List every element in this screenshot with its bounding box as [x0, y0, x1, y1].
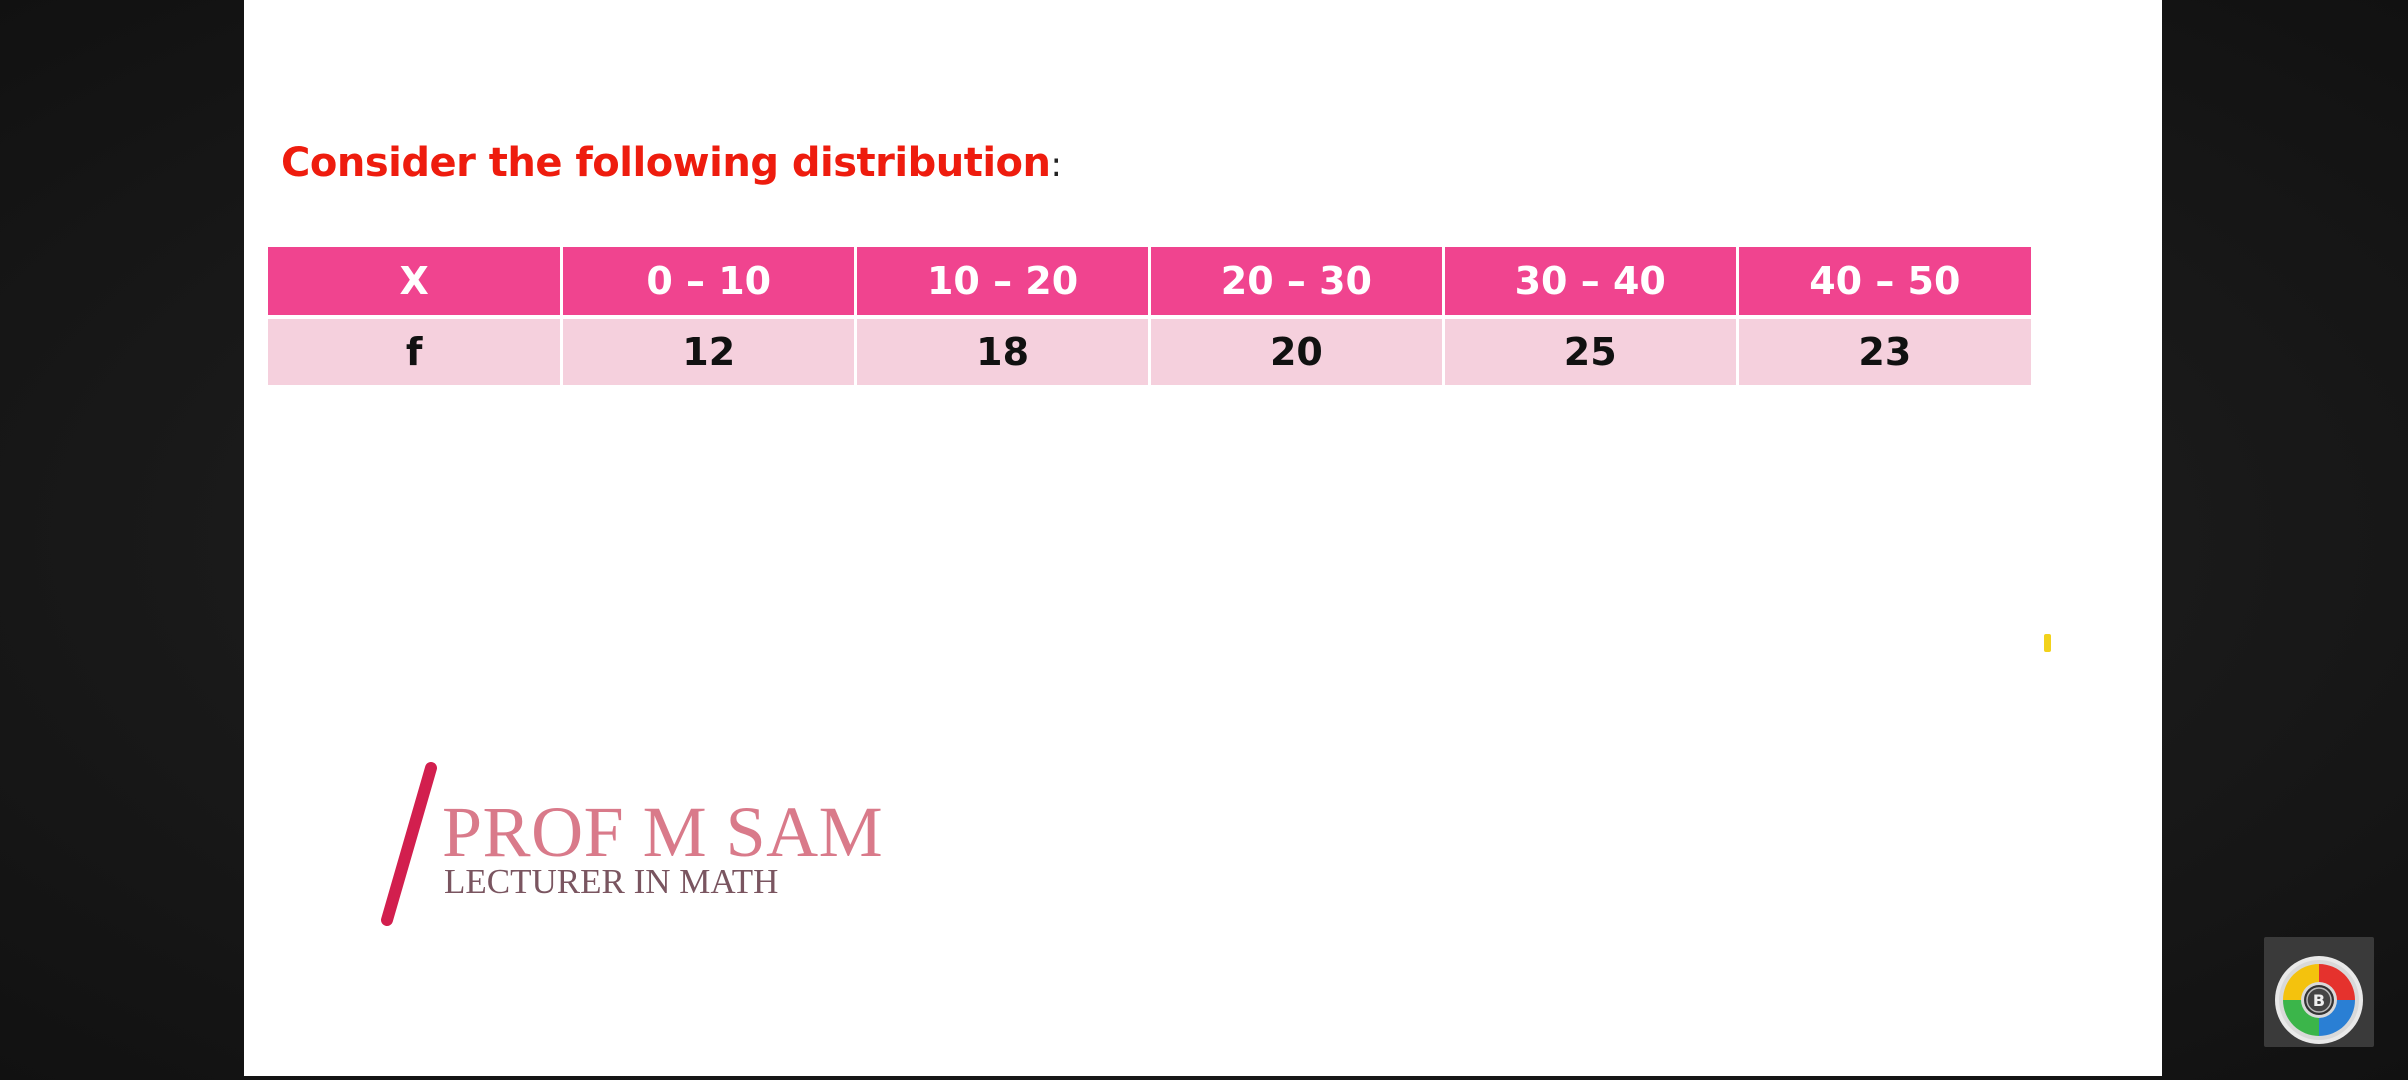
app-badge-icon: B: [2275, 956, 2363, 1044]
logo-subtitle: LECTURER IN MATH: [444, 862, 779, 901]
header-cell: 0 – 10: [560, 247, 856, 319]
header-cell: 30 – 40: [1441, 247, 1738, 319]
logo-slash-icon: [381, 762, 437, 926]
slide-heading-colon: :: [1050, 145, 1062, 185]
row-cell: 23: [1735, 317, 2031, 385]
slide-heading: Consider the following distribution:: [281, 140, 1062, 186]
header-label-cell: X: [268, 247, 562, 319]
badge-letter: B: [2313, 991, 2325, 1010]
distribution-table: X 0 – 10 10 – 20 20 – 30 30 – 40 40 – 50…: [268, 247, 2031, 385]
table-row: f 12 18 20 25 23: [268, 317, 2031, 385]
row-cell: 25: [1441, 317, 1738, 385]
table-header-row: X 0 – 10 10 – 20 20 – 30 30 – 40 40 – 50: [268, 247, 2031, 319]
header-cell: 20 – 30: [1147, 247, 1444, 319]
presenter-logo: PROF M SAM LECTURER IN MATH: [374, 762, 994, 932]
app-badge[interactable]: B: [2264, 937, 2374, 1047]
pointer-marker: [2044, 634, 2051, 652]
row-cell: 12: [560, 317, 856, 385]
header-cell: 10 – 20: [854, 247, 1150, 319]
header-cell: 40 – 50: [1735, 247, 2031, 319]
row-cell: 20: [1147, 317, 1444, 385]
lecture-slide: Consider the following distribution: X 0…: [244, 0, 2162, 1076]
row-cell: 18: [854, 317, 1150, 385]
row-label-cell: f: [268, 317, 562, 385]
logo-name: PROF M SAM: [442, 792, 884, 872]
slide-heading-text: Consider the following distribution: [281, 140, 1051, 186]
